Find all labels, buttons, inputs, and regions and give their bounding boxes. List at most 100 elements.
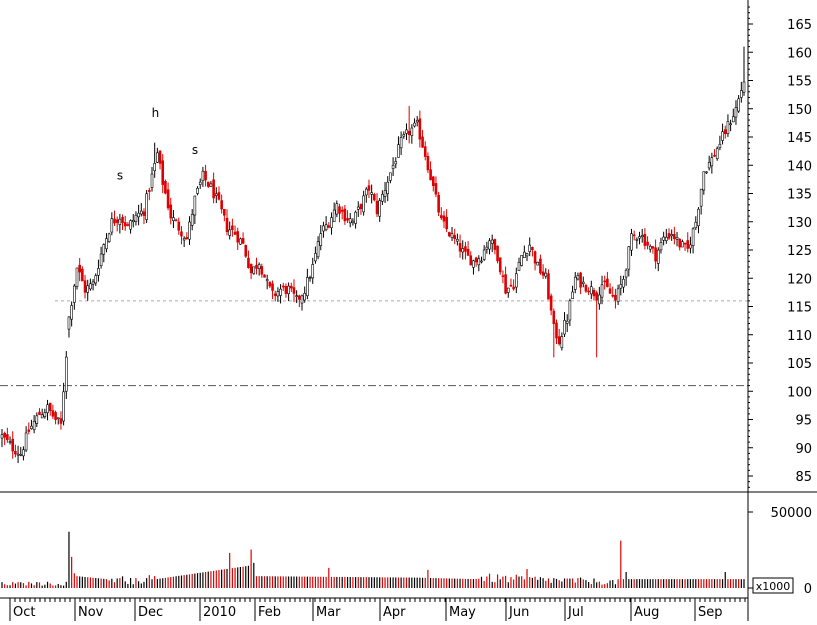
candle: [367, 179, 371, 199]
candle: [19, 446, 23, 457]
candle: [453, 228, 457, 245]
candle: [359, 203, 363, 215]
candle: [16, 445, 20, 464]
candle: [402, 131, 406, 139]
candle: [729, 119, 732, 132]
candle: [678, 238, 682, 251]
candle: [670, 229, 673, 241]
candle: [389, 172, 392, 184]
candle: [289, 282, 293, 292]
candle: [667, 228, 671, 241]
candle: [525, 252, 529, 262]
candle: [3, 431, 6, 446]
candle: [440, 207, 443, 221]
candle: [209, 180, 213, 187]
month-label-sep: Sep: [698, 605, 723, 620]
candle: [656, 247, 660, 272]
candle: [418, 110, 422, 148]
candle: [164, 179, 167, 195]
candle: [635, 237, 639, 249]
candle: [40, 408, 44, 419]
candle: [340, 206, 344, 220]
candle: [322, 221, 325, 238]
candle: [442, 210, 446, 229]
candle: [314, 246, 317, 264]
candle: [501, 270, 505, 284]
candle: [327, 222, 331, 229]
candle: [83, 274, 87, 299]
candle: [520, 254, 523, 267]
candle: [260, 263, 264, 278]
candle: [691, 227, 695, 254]
candle: [273, 290, 277, 302]
candle: [464, 241, 467, 260]
candle: [740, 81, 743, 103]
candle: [32, 415, 36, 434]
candle: [332, 202, 336, 223]
volume-tick-label: 50000: [771, 506, 812, 521]
candle: [252, 266, 256, 275]
candle: [611, 286, 615, 298]
candle: [485, 241, 489, 254]
candle: [595, 290, 598, 358]
candle: [228, 221, 231, 240]
candle: [338, 203, 341, 223]
candle: [646, 236, 649, 250]
candle: [129, 219, 132, 234]
candle: [81, 266, 84, 282]
candle: [99, 246, 103, 269]
candle: [0, 428, 4, 448]
candle: [206, 181, 210, 188]
candle: [638, 231, 641, 245]
candlesticks: [0, 46, 746, 464]
candle: [67, 316, 71, 338]
candle: [308, 275, 312, 282]
candle: [549, 293, 553, 316]
candle: [113, 210, 116, 226]
price-tick-label: 85: [795, 470, 812, 485]
candle: [300, 294, 304, 311]
candle: [43, 408, 47, 419]
volume-bars: [1, 531, 745, 588]
candle: [565, 314, 569, 333]
candle: [271, 280, 274, 300]
candle: [659, 237, 663, 254]
price-tick-label: 150: [787, 103, 812, 118]
candle: [579, 271, 582, 295]
price-tick-label: 100: [787, 385, 812, 400]
candle: [284, 283, 288, 298]
candle: [263, 274, 266, 278]
candle: [89, 278, 92, 291]
month-label-jun: Jun: [508, 605, 529, 620]
candle: [94, 273, 98, 286]
candle: [137, 204, 140, 226]
candle: [6, 427, 9, 443]
candle: [555, 319, 558, 344]
candle: [14, 444, 17, 458]
volume-tick-label: 0: [804, 582, 812, 597]
candle: [244, 244, 248, 258]
candle: [316, 236, 320, 260]
candle: [477, 255, 481, 272]
candle: [429, 161, 432, 181]
price-tick-label: 145: [787, 131, 812, 146]
candle: [721, 123, 724, 145]
candle: [38, 408, 41, 416]
candle: [362, 190, 365, 216]
month-label-oct: Oct: [13, 605, 35, 620]
pattern-label-h: h: [152, 106, 160, 120]
candle: [257, 262, 261, 276]
candle: [600, 275, 604, 305]
candle: [156, 147, 159, 164]
candle: [662, 231, 665, 246]
candle: [474, 256, 478, 267]
candle: [496, 245, 499, 264]
candle: [448, 231, 451, 238]
candle: [139, 203, 143, 217]
candle: [394, 157, 398, 169]
candle: [742, 46, 746, 96]
candle: [640, 228, 644, 243]
candle: [506, 287, 510, 298]
candle: [231, 218, 234, 237]
